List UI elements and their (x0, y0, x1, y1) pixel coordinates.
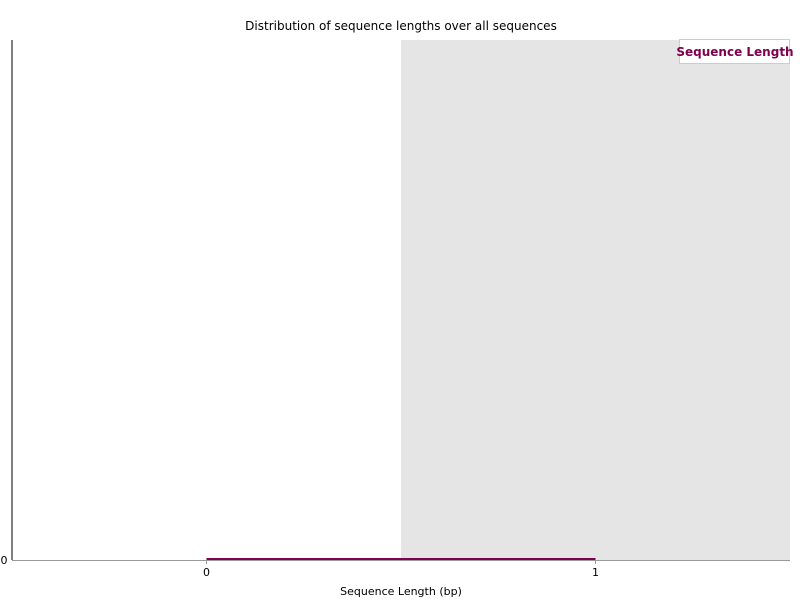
legend-series-label[interactable]: Sequence Length (676, 45, 793, 59)
chart-title: Distribution of sequence lengths over al… (245, 19, 557, 33)
x-tick-label-0: 0 (203, 566, 210, 579)
x-tick-label-1: 1 (592, 566, 599, 579)
legend-box (679, 39, 790, 64)
legend[interactable]: Sequence Length (676, 39, 794, 64)
y-tick-labels: 0 (1, 554, 8, 567)
shaded-band-layer (401, 40, 790, 560)
y-tick-label-0: 0 (1, 554, 8, 567)
shaded-band-0 (401, 40, 790, 560)
x-axis-title: Sequence Length (bp) (340, 585, 462, 598)
